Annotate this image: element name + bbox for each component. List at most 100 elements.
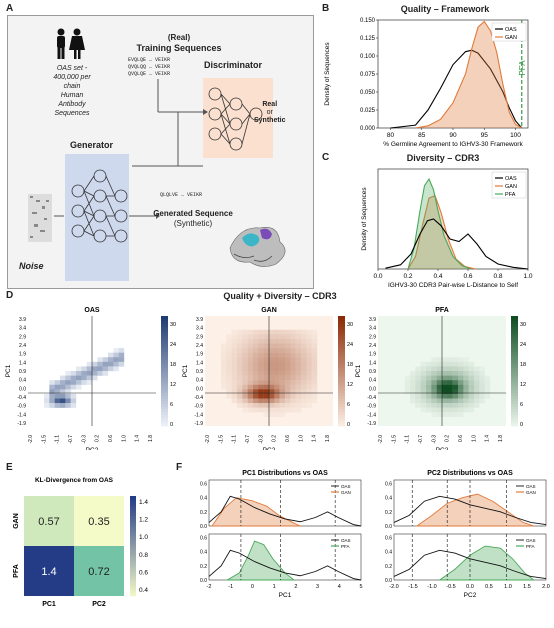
heatmap-cell <box>242 407 248 413</box>
colorbar-segment <box>511 324 518 328</box>
y-tick-label: 3.9 <box>19 317 26 323</box>
legend-label-model: GAN <box>526 490 536 495</box>
heatmap-cell <box>452 403 459 408</box>
colorbar-segment <box>511 379 518 383</box>
heatmap-cell <box>258 375 264 381</box>
colorbar-tick-label: 0.8 <box>139 552 148 559</box>
heatmap-cell <box>479 380 485 385</box>
colorbar-segment <box>338 379 345 383</box>
heatmap-cell <box>279 366 286 372</box>
heatmap-cell <box>431 403 437 408</box>
heatmap-cell <box>113 366 119 372</box>
heatmap-cell <box>436 384 443 390</box>
colorbar-segment <box>511 346 518 350</box>
heatmap-cell <box>463 375 469 381</box>
y-axis-label: Density of Sequences <box>361 187 368 251</box>
distribution-area <box>211 497 301 527</box>
heatmap-cell <box>86 371 93 376</box>
colorbar-segment <box>161 318 168 322</box>
heatmap-cell <box>263 366 270 372</box>
heatmap-cell <box>65 403 71 408</box>
colorbar-segment <box>338 316 345 320</box>
heatmap-cell <box>301 343 307 349</box>
colorbar-segment <box>130 511 136 514</box>
heatmap-cell <box>431 393 437 399</box>
heatmap-cell <box>247 329 254 335</box>
heatmap-cell <box>237 357 243 363</box>
heatmap-cell <box>306 393 312 399</box>
colorbar-segment <box>338 343 345 347</box>
heatmap-cell <box>468 403 475 408</box>
series-line-gan <box>407 194 476 270</box>
heatmap-cell <box>295 403 302 408</box>
y-tick-label: 0.4 <box>196 378 203 384</box>
heatmap-cell <box>447 407 453 413</box>
human-figures-icon <box>57 28 85 59</box>
heatmap-cell <box>285 352 291 358</box>
colorbar-segment <box>130 503 136 507</box>
heatmap-cell <box>285 357 291 363</box>
heatmap-cell <box>274 352 280 358</box>
x-tick-label: 2.0 <box>542 584 550 590</box>
heatmap-cell <box>221 348 227 353</box>
heatmap-cell <box>118 357 125 363</box>
heatmap-cell <box>76 366 82 372</box>
colorbar-segment <box>130 578 136 582</box>
y-tick-label: 0.4 <box>19 378 26 384</box>
x-tick-label: -1.5 <box>391 435 397 444</box>
colorbar-segment <box>338 390 345 394</box>
colorbar-segment <box>130 591 136 594</box>
heatmap-cell <box>306 375 312 381</box>
real-or-synthetic-label: Real or Synthetic <box>254 101 286 124</box>
heatmap-cell <box>279 361 286 367</box>
heatmap-cell <box>447 380 453 385</box>
x-tick-label: -1.1 <box>55 435 61 444</box>
discriminator-title: Discriminator <box>204 60 263 70</box>
colorbar-tick-label: 0.6 <box>139 569 148 576</box>
colorbar-segment <box>511 349 518 353</box>
heatmap-cell <box>458 357 464 363</box>
y-tick-label: 0.0 <box>200 578 207 584</box>
colorbar-segment <box>511 393 518 397</box>
x-tick-label: -1.0 <box>427 584 436 590</box>
heatmap-cell <box>415 366 421 372</box>
colorbar-segment <box>338 384 345 388</box>
heatmap-cell <box>54 380 61 385</box>
heatmap-cell <box>295 352 302 358</box>
legend-label-oas: OAS <box>526 538 536 543</box>
heatmap-cell <box>231 361 238 367</box>
heatmap-cell <box>306 398 312 404</box>
colorbar-tick-label: 6 <box>170 402 173 408</box>
colorbar-segment <box>511 357 518 361</box>
heatmap-cell <box>479 398 485 404</box>
colorbar-segment <box>130 576 136 579</box>
heatmap-cell <box>415 393 421 399</box>
kl-cell-value: 1.4 <box>41 566 56 578</box>
heatmap-cell <box>231 398 238 404</box>
heatmap-cell <box>237 329 243 335</box>
x-tick-label: -1.5 <box>408 584 417 590</box>
heatmap-cell <box>301 334 307 340</box>
colorbar-segment <box>161 332 168 336</box>
generated-sequence-title: Generated Sequence (Synthetic) <box>153 209 233 228</box>
heatmap-cell <box>269 412 275 418</box>
heatmap-cell <box>442 407 448 413</box>
x-axis-label: PC2 <box>263 447 276 450</box>
heatmap-cell <box>463 403 469 408</box>
colorbar-segment <box>161 324 168 328</box>
heatmap-cell <box>431 380 437 385</box>
heatmap-cell <box>290 352 296 358</box>
heatmap-cell <box>247 352 254 358</box>
y-tick-label: 2.9 <box>19 334 26 340</box>
heatmap-cell <box>311 366 318 372</box>
legend-label-oas: OAS <box>341 538 351 543</box>
x-axis-label: PC2 <box>464 592 477 599</box>
heatmap-cell <box>60 403 66 408</box>
heatmap-cell <box>231 329 238 335</box>
heatmap-cell <box>452 384 459 390</box>
heatmap-cell <box>60 384 66 390</box>
colorbar-segment <box>161 406 168 410</box>
heatmap-cell <box>253 393 259 399</box>
heatmap-cell <box>436 398 443 404</box>
heatmap-cell <box>301 393 307 399</box>
